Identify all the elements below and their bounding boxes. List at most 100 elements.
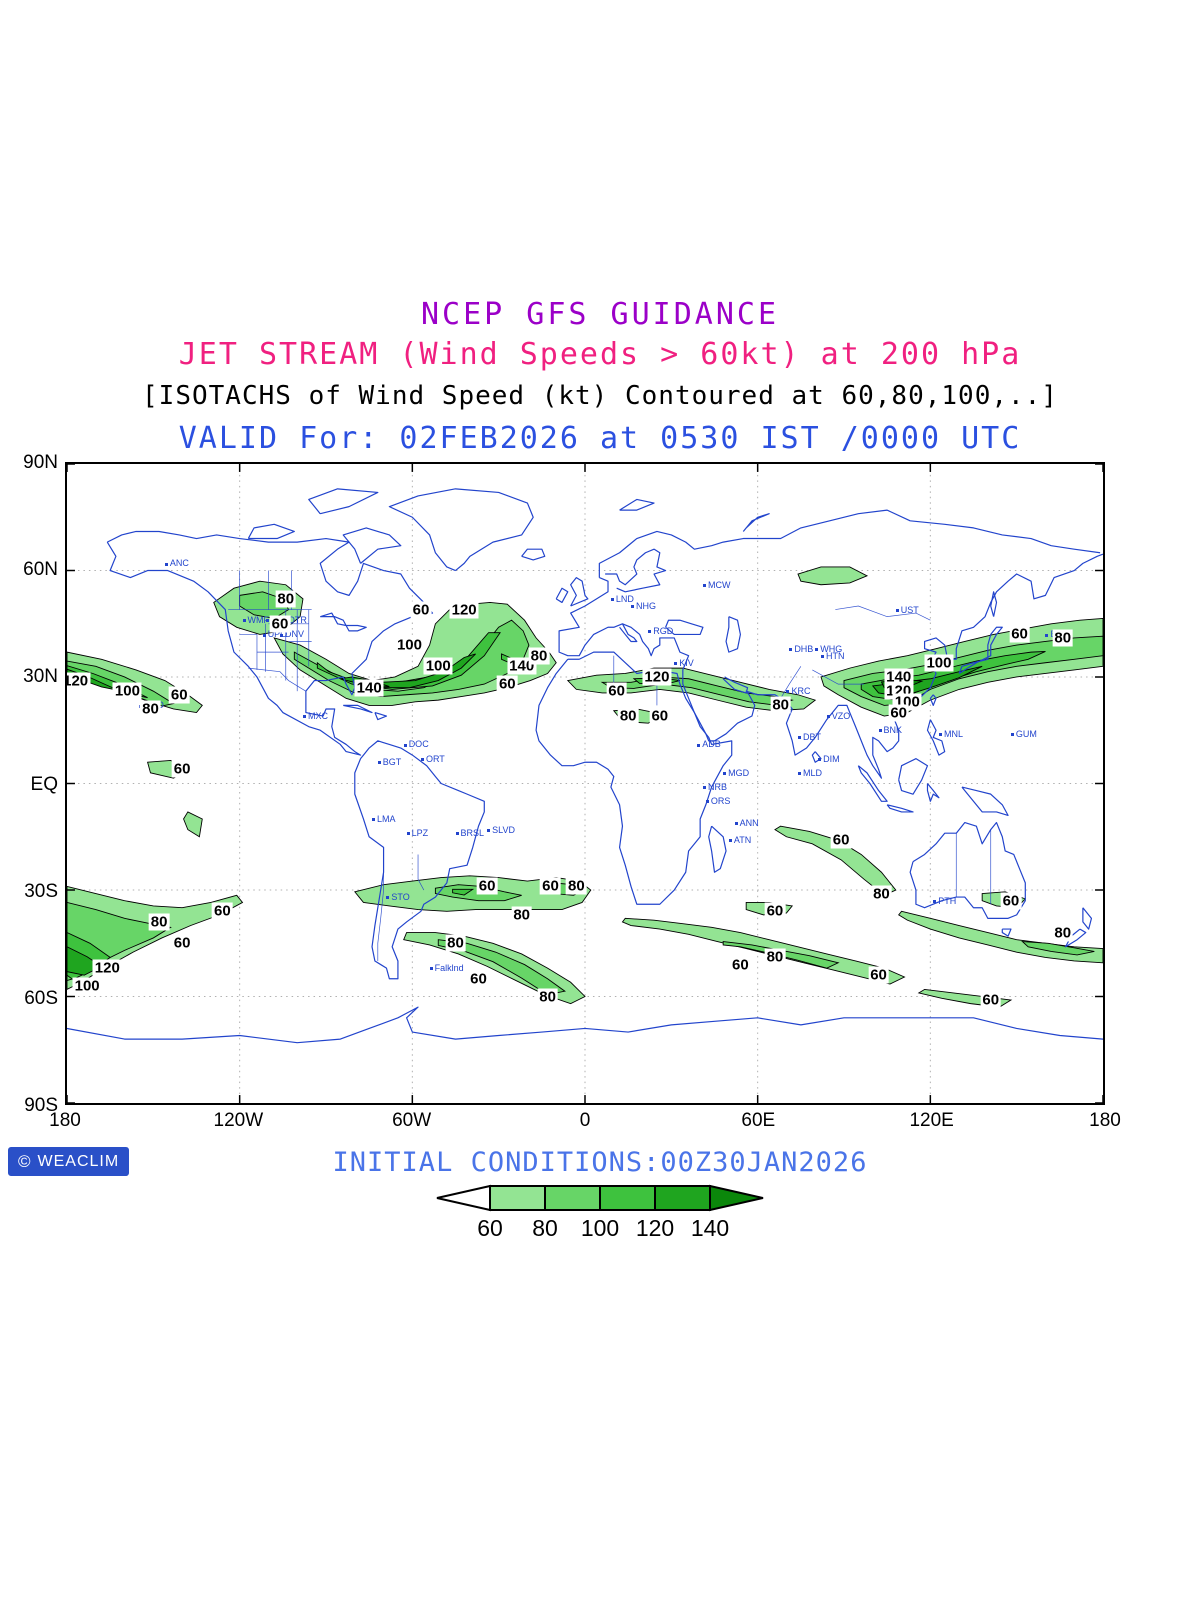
station-marker-icon [797,771,801,775]
contour-value-label: 60 [171,934,193,952]
contour-value-label: 120 [92,959,122,977]
station-marker-icon [702,786,706,790]
station-label-brsl: BRSL [455,828,484,838]
lat-axis-label: 60S [24,987,58,1009]
contour-value-label: 120 [642,668,672,686]
station-label-mcw: MCW [702,580,730,590]
contour-value-label: 60 [888,704,910,721]
station-label-anc: ANC [164,558,189,568]
contour-value-label: 60 [649,707,671,725]
contour-value-label: 100 [423,657,453,675]
title-model: NCEP GFS GUIDANCE [420,297,780,332]
station-label-krc: KRC [786,686,810,696]
contour-value-label: 60 [1009,625,1030,643]
station-marker-icon [734,821,738,825]
station-label-upo: UPO [262,629,287,639]
lon-axis-label: 180 [49,1110,81,1131]
station-marker-icon [815,647,819,651]
contour-value-label: 80 [511,906,533,924]
legend-segment [544,1185,601,1211]
station-label-atn: ATN [728,835,751,845]
lon-axis-label: 120E [909,1110,954,1131]
station-label-htn: HTN [820,651,844,661]
legend-bar [436,1184,764,1212]
contour-value-label: 100 [394,636,424,654]
initial-conditions-text: INITIAL CONDITIONS:00Z30JAN2026 [332,1147,868,1178]
station-label-ann: ANN [734,818,759,828]
contour-value-label: 120 [67,672,91,690]
station-label-kiv: KIV [674,658,694,668]
title-contour-info: [ISOTACHS of Wind Speed (kt) Contoured a… [142,381,1058,411]
map-panel: ANCHCOWMFDNPOTRUPODNVMXCBGTORTDOCLMALPZB… [65,462,1105,1105]
contour-value-label: 60 [410,601,432,619]
contour-value-label: 60 [468,970,489,988]
contour-value-label: 80 [617,707,639,725]
legend-segment [489,1185,546,1211]
contour-value-label: 60 [269,615,291,633]
contour-value-label: 80 [1052,629,1074,647]
legend-tick-label: 100 [580,1215,620,1241]
station-marker-icon [487,828,491,832]
station-label-bnk: BNK [878,725,902,735]
station-marker-icon [265,619,269,623]
contour-value-label: 60 [980,991,1002,1009]
lon-axis-label: 120W [213,1110,264,1131]
contour-value-label: 80 [566,877,587,895]
station-label-doc: DOC [403,739,429,749]
station-marker-icon [631,605,635,609]
station-marker-icon [610,598,614,602]
station-marker-icon [789,647,793,651]
title-product: JET STREAM (Wind Speeds > 60kt) at 200 h… [178,337,1022,372]
contour-value-label: 80 [275,590,297,608]
station-marker-icon [933,899,937,903]
station-label-dbt: DBT [797,732,821,742]
legend-segment [654,1185,711,1211]
station-marker-icon [377,761,381,765]
station-label-ust: UST [895,605,919,615]
station-marker-icon [455,832,459,836]
station-marker-icon [786,690,790,694]
station-label-whg: WHG [815,644,842,654]
station-label-dnv: DNV [279,629,304,639]
contour-labels-layer: 80 60 60 120 100 100 140 80 60 140 120 100 80 60 60 120… [67,464,1103,1103]
station-marker-icon [878,729,882,733]
station-label-mld: MLD [797,768,822,778]
legend-scale-labels: 60 80 100 120 140 [435,1215,765,1245]
station-label-lnd: LND [610,594,634,604]
station-label-nhg: NHG [631,601,656,611]
lon-axis-label: 60E [741,1110,776,1131]
contour-value-label: 60 [764,902,786,920]
lat-axis-label: 90N [23,452,58,473]
lon-axis-label: 0 [579,1110,591,1131]
station-marker-icon [372,818,376,822]
legend-tick-label: 120 [635,1215,675,1241]
station-marker-icon [895,608,899,612]
station-marker-icon [164,562,168,566]
station-marker-icon [242,619,246,623]
station-label-mnl: MNL [938,729,963,739]
station-label-mgd: MGD [723,768,749,778]
station-label-vzo: VZO [826,711,850,721]
contour-value-label: 60 [168,686,190,704]
contour-value-label: 60 [212,902,233,920]
station-label-gum: GUM [1010,729,1037,739]
station-label-ort: ORT [420,754,445,764]
lat-axis-label: 30N [23,666,58,688]
station-marker-icon [279,633,283,637]
station-marker-icon [648,629,652,633]
lat-axis-label: 60N [23,559,58,581]
contour-value-label: 60 [476,877,498,895]
station-marker-icon [697,743,701,747]
station-label-ors: ORS [705,796,730,806]
station-label-rgd: RGD [648,626,673,636]
station-marker-icon [728,839,732,843]
lon-axis-label: 60W [392,1110,432,1131]
contour-value-label: 100 [924,654,954,672]
station-marker-icon [723,771,727,775]
legend-tick-label: 140 [690,1215,730,1241]
station-marker-icon [386,896,390,900]
contour-value-label: 60 [830,831,852,849]
contour-value-label: 60 [868,966,889,984]
contour-value-label: 100 [72,977,102,995]
